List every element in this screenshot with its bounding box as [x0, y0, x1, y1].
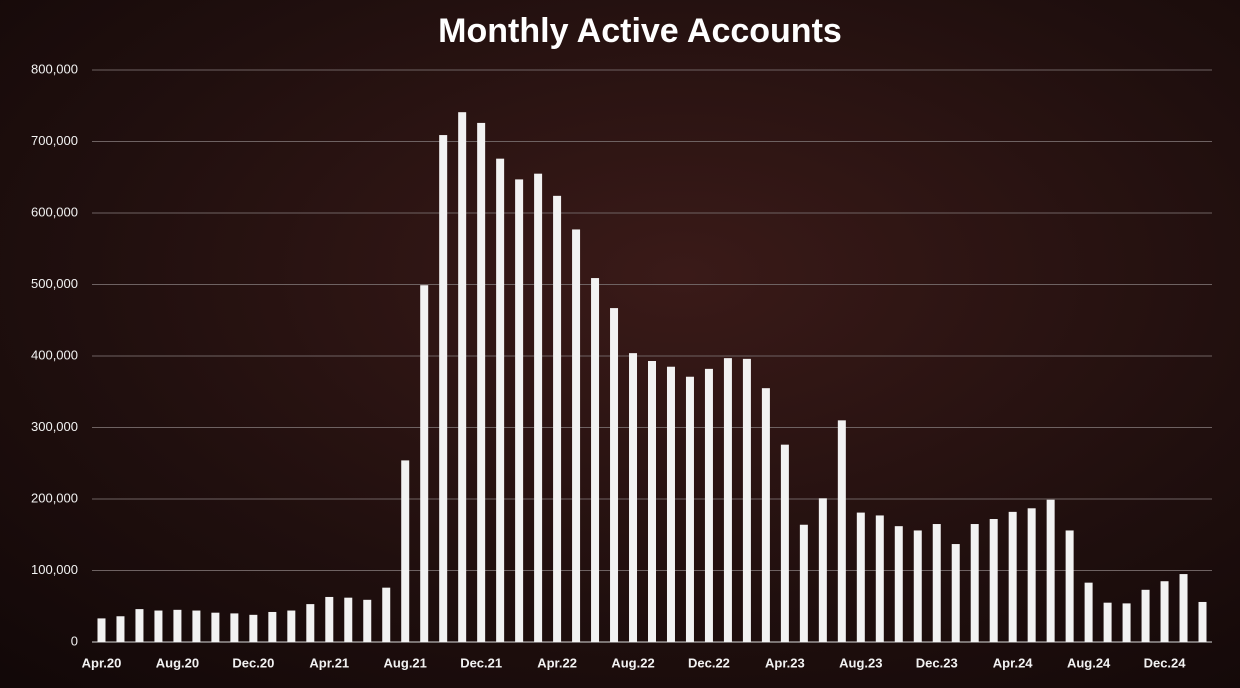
bar [1008, 511, 1017, 642]
bar [666, 366, 675, 642]
bar [344, 597, 353, 642]
bar [818, 498, 827, 642]
bar [401, 460, 410, 642]
x-tick-label: Dec.20 [232, 655, 274, 670]
y-tick-label: 0 [71, 633, 78, 648]
x-tick-label: Aug.22 [611, 655, 654, 670]
bar [989, 519, 998, 642]
bar [591, 278, 600, 642]
x-tick-label: Aug.20 [156, 655, 199, 670]
x-tick-label: Dec.23 [916, 655, 958, 670]
bar [154, 610, 163, 642]
x-tick-label: Apr.22 [537, 655, 577, 670]
x-tick-label: Aug.21 [384, 655, 427, 670]
bar [420, 285, 429, 642]
bar [97, 618, 106, 642]
x-tick-label: Apr.24 [993, 655, 1034, 670]
bar [192, 610, 201, 642]
bar [799, 524, 808, 642]
bar [553, 195, 562, 642]
bar [268, 611, 277, 642]
x-tick-label: Aug.23 [839, 655, 882, 670]
bar [496, 158, 505, 642]
bar [742, 358, 751, 642]
bar [287, 610, 296, 642]
x-tick-label: Aug.24 [1067, 655, 1111, 670]
x-tick-label: Apr.21 [309, 655, 349, 670]
bar [761, 388, 770, 642]
bar [515, 179, 524, 642]
bar [572, 229, 581, 642]
bar [1027, 508, 1036, 642]
bar [1141, 589, 1150, 642]
chart-title: Monthly Active Accounts [438, 12, 842, 50]
bar [894, 526, 903, 642]
bar [230, 613, 239, 642]
bar [704, 368, 713, 642]
bar [610, 308, 619, 642]
bar [135, 609, 144, 642]
y-tick-label: 600,000 [31, 204, 78, 219]
bar [1179, 574, 1188, 642]
x-tick-label: Dec.24 [1144, 655, 1187, 670]
bar [439, 135, 448, 642]
bar [648, 361, 656, 642]
x-tick-label: Apr.20 [82, 655, 122, 670]
y-tick-label: 800,000 [31, 61, 78, 76]
bar [116, 616, 125, 642]
bar [306, 604, 315, 642]
x-tick-label: Apr.23 [765, 655, 805, 670]
bar [1046, 499, 1055, 642]
bar [723, 358, 732, 642]
bar [970, 524, 979, 642]
bar [856, 512, 865, 642]
bar [458, 112, 467, 642]
y-tick-label: 100,000 [31, 562, 78, 577]
y-tick-label: 500,000 [31, 276, 78, 291]
bar [1160, 581, 1169, 642]
bar [837, 420, 846, 642]
bar [363, 599, 372, 642]
x-tick-label: Dec.22 [688, 655, 730, 670]
bar [173, 609, 182, 642]
bar [477, 122, 486, 642]
bar [932, 524, 941, 642]
bar [951, 544, 960, 642]
bar [382, 587, 391, 642]
bar [875, 515, 884, 642]
bar [629, 353, 638, 642]
bar [325, 596, 334, 642]
x-tick-label: Dec.21 [460, 655, 502, 670]
y-tick-label: 300,000 [31, 419, 78, 434]
bar [211, 612, 220, 642]
bar [1122, 603, 1131, 642]
y-tick-label: 200,000 [31, 490, 78, 505]
bar [780, 444, 789, 642]
bar [534, 173, 543, 643]
bar [1065, 530, 1074, 642]
y-tick-label: 700,000 [31, 133, 78, 148]
bar [685, 376, 694, 642]
y-tick-label: 400,000 [31, 347, 78, 362]
bar [1198, 601, 1207, 642]
bar [1103, 602, 1112, 642]
bar [249, 614, 258, 642]
bar [1084, 582, 1093, 642]
bar [913, 530, 922, 642]
